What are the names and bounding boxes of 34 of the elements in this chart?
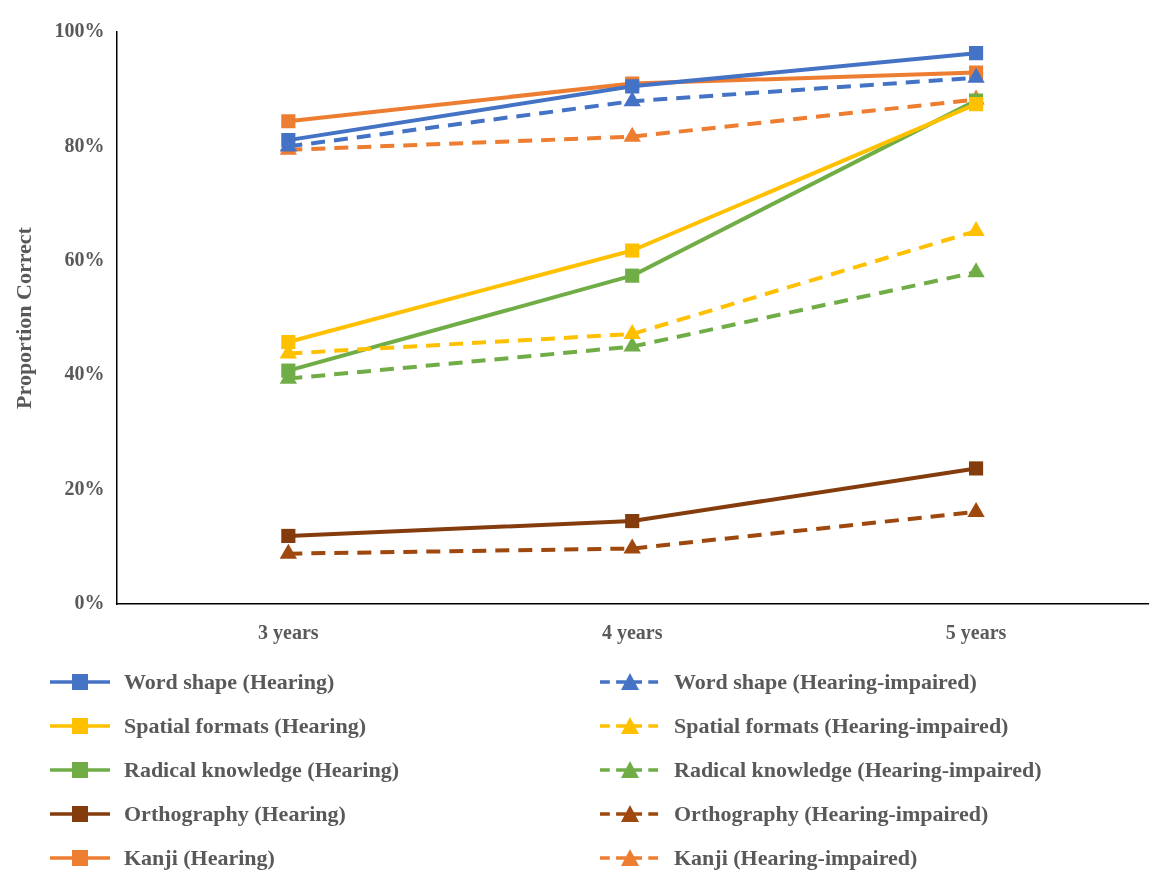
point — [281, 334, 296, 350]
point — [625, 243, 640, 258]
x-tick-label: 5 years — [945, 621, 1007, 645]
y-tick-label: 100% — [54, 19, 105, 42]
legend-label: Radical knowledge (Hearing) — [124, 757, 399, 783]
x-tick-label: 3 years — [258, 621, 319, 645]
y-tick-label: 80% — [64, 133, 105, 156]
y-tick-label: 0% — [74, 591, 105, 614]
legend-label: Orthography (Hearing) — [124, 801, 346, 827]
legend-label: Spatial formats (Hearing) — [124, 713, 366, 739]
legend-label: Spatial formats (Hearing-impaired) — [674, 713, 1009, 739]
point — [967, 501, 985, 517]
point — [281, 133, 296, 148]
legend-label: Kanji (Hearing-impaired) — [674, 845, 918, 871]
legend-label: Orthography (Hearing-impaired) — [674, 801, 989, 827]
legend-label: Radical knowledge (Hearing-impaired) — [674, 757, 1042, 783]
point — [969, 97, 984, 112]
point — [623, 324, 641, 340]
point — [279, 543, 297, 559]
y-tick-label: 60% — [64, 247, 105, 270]
y-tick-label: 40% — [64, 362, 105, 385]
point — [281, 363, 296, 378]
point — [281, 114, 296, 129]
x-tick-label: 4 years — [601, 621, 663, 645]
point — [623, 538, 641, 554]
point — [967, 221, 985, 237]
point — [625, 268, 640, 283]
point — [967, 262, 985, 278]
legend-label: Word shape (Hearing-impaired) — [674, 669, 977, 695]
y-tick-label: 20% — [64, 476, 105, 499]
y-axis-title: Proportion Correct — [10, 226, 36, 409]
legend-label: Word shape (Hearing) — [124, 669, 335, 695]
legend-label: Kanji (Hearing) — [124, 845, 275, 871]
point — [969, 46, 984, 61]
